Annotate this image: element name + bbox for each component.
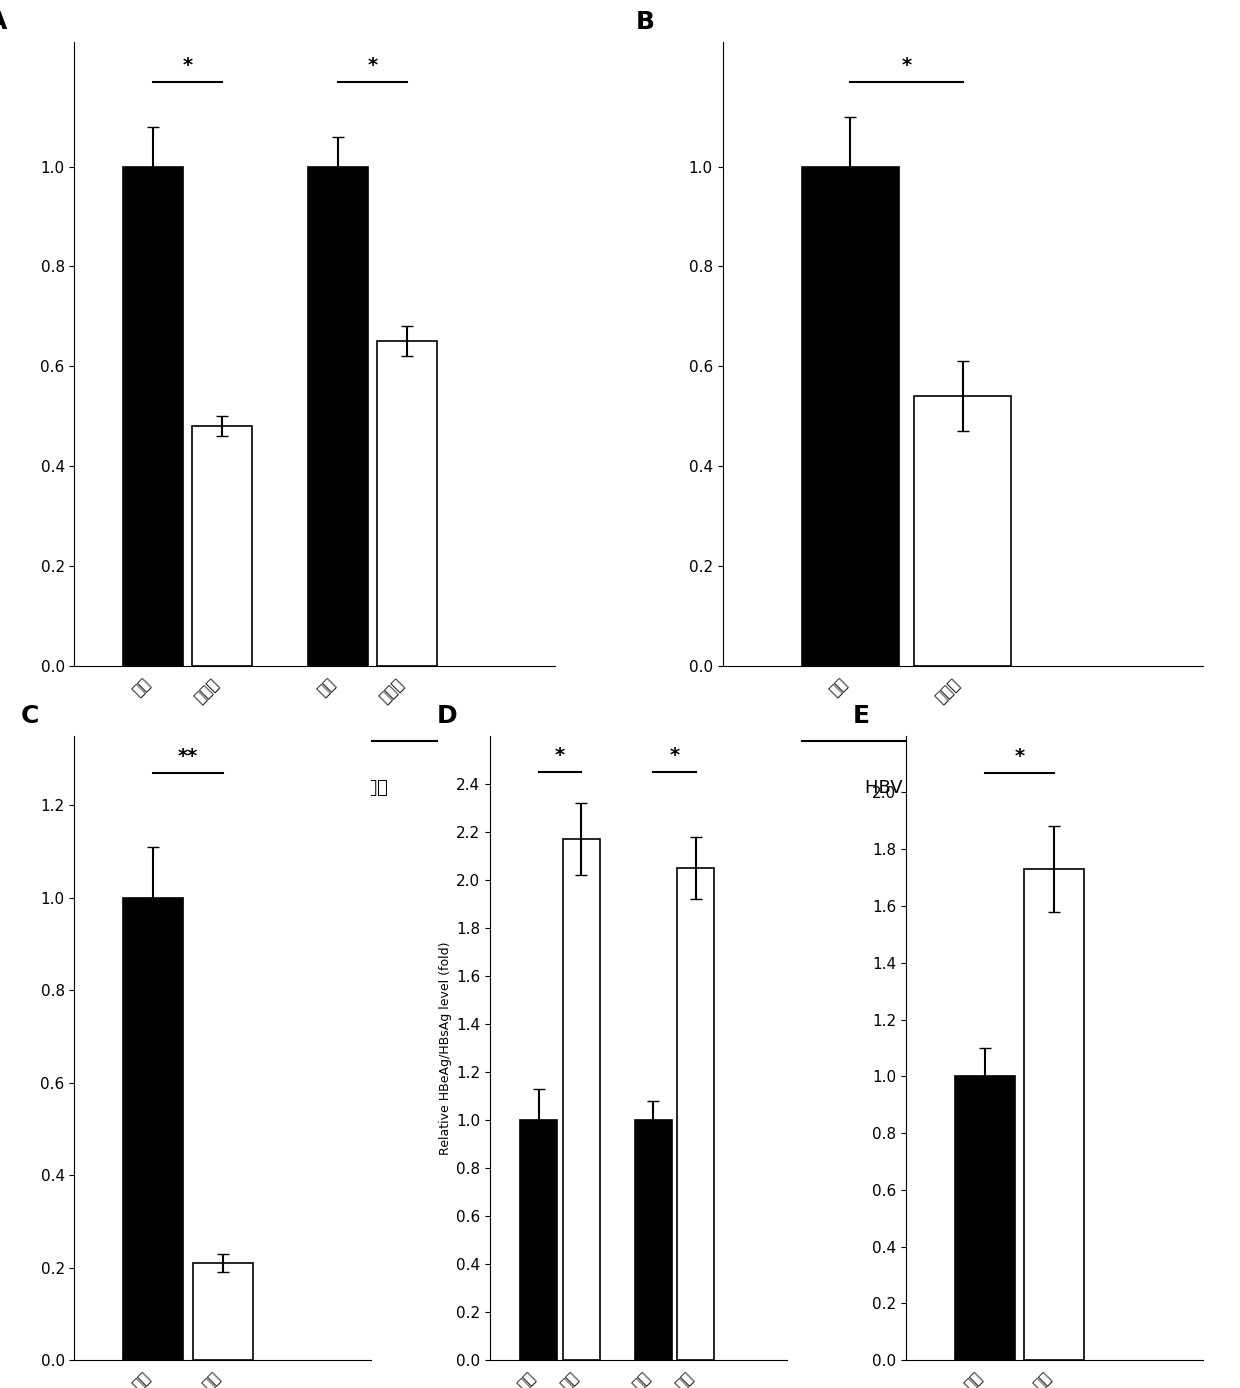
Text: *: * — [901, 57, 911, 75]
Text: *: * — [367, 57, 377, 75]
Bar — [1024, 869, 1085, 1360]
Text: A: A — [0, 11, 7, 35]
Bar — [192, 426, 252, 666]
Text: s抗原: s抗原 — [357, 779, 388, 797]
Text: *: * — [182, 57, 192, 75]
Text: C: C — [21, 705, 40, 729]
Text: *: * — [1014, 747, 1024, 766]
Text: *: * — [556, 747, 565, 765]
Bar — [563, 838, 600, 1360]
Text: e抗原: e抗原 — [171, 779, 203, 797]
Bar — [192, 1263, 253, 1360]
Text: HBV DNA: HBV DNA — [866, 779, 949, 797]
Bar — [377, 341, 436, 666]
Text: E: E — [852, 705, 869, 729]
Y-axis label: Relative HBeAg/HBsAg level (fold): Relative HBeAg/HBsAg level (fold) — [439, 941, 453, 1155]
Text: D: D — [436, 705, 458, 729]
Bar — [123, 898, 184, 1360]
Bar — [123, 167, 182, 666]
Bar — [677, 868, 714, 1360]
Bar — [635, 1120, 672, 1360]
Bar — [308, 167, 368, 666]
Text: **: ** — [179, 747, 198, 766]
Text: *: * — [670, 747, 680, 765]
Bar — [520, 1120, 557, 1360]
Bar — [914, 397, 1012, 666]
Text: B: B — [636, 11, 655, 35]
Bar — [955, 1076, 1014, 1360]
Bar — [801, 167, 899, 666]
